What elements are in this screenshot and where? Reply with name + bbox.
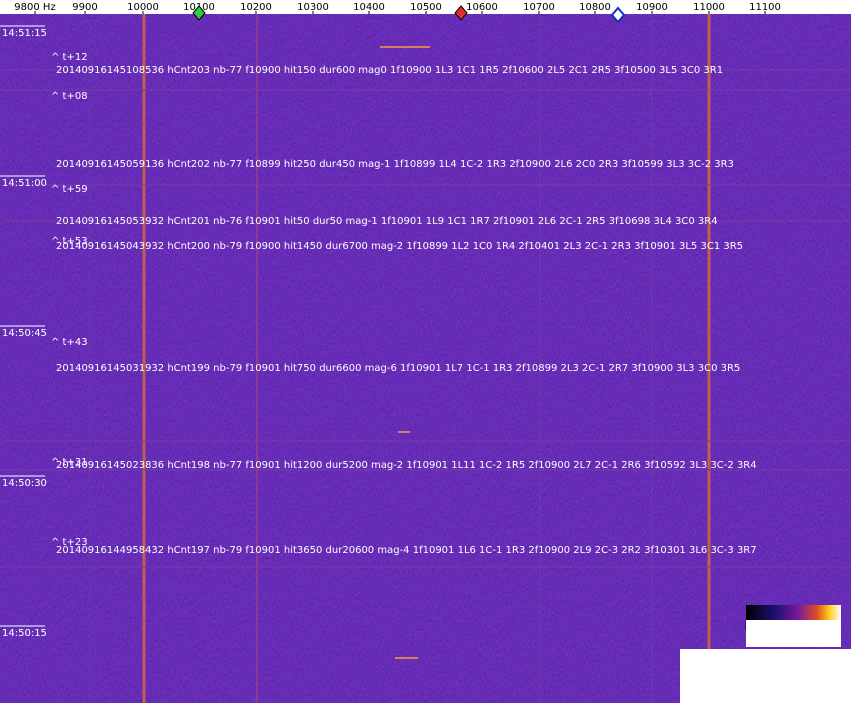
freq-label: 11000 bbox=[693, 2, 725, 13]
freq-label: 10700 bbox=[523, 2, 555, 13]
waterfall-noise bbox=[0, 14, 851, 703]
event-label: 20140916145023836 hCnt198 nb-77 f10901 h… bbox=[56, 460, 757, 471]
time-label: 14:51:15 bbox=[2, 28, 47, 39]
offset-label: ^ t+31 bbox=[51, 457, 88, 468]
event-label: 20140916145031932 hCnt199 nb-79 f10901 h… bbox=[56, 363, 740, 374]
freq-label: 10500 bbox=[410, 2, 442, 13]
event-label: 20140916145059136 hCnt202 nb-77 f10899 h… bbox=[56, 159, 734, 170]
event-label: 20140916145043932 hCnt200 nb-79 f10900 h… bbox=[56, 241, 743, 252]
offset-label: ^ t+23 bbox=[51, 537, 88, 548]
freq-label: 9800 Hz bbox=[14, 2, 55, 13]
freq-label: 10200 bbox=[240, 2, 272, 13]
event-label: 20140916144958432 hCnt197 nb-79 f10901 h… bbox=[56, 545, 757, 556]
offset-label: ^ t+08 bbox=[51, 91, 88, 102]
event-label: 20140916145053932 hCnt201 nb-76 f10901 h… bbox=[56, 216, 718, 227]
time-label: 14:51:00 bbox=[2, 178, 47, 189]
freq-label: 11100 bbox=[749, 2, 781, 13]
offset-label: ^ t+43 bbox=[51, 337, 88, 348]
offset-label: ^ t+53 bbox=[51, 236, 88, 247]
colorbar bbox=[746, 605, 841, 620]
freq-label: 10000 bbox=[127, 2, 159, 13]
colorbar-scale bbox=[746, 620, 841, 647]
freq-label: 10400 bbox=[353, 2, 385, 13]
time-label: 14:50:30 bbox=[2, 478, 47, 489]
marker-blue bbox=[610, 6, 626, 24]
freq-label: 10900 bbox=[636, 2, 668, 13]
freq-label: 10800 bbox=[579, 2, 611, 13]
marker-green bbox=[192, 5, 206, 21]
freq-label: 9900 bbox=[72, 2, 97, 13]
time-label: 14:50:15 bbox=[2, 628, 47, 639]
event-label: 20140916145108536 hCnt203 nb-77 f10900 h… bbox=[56, 65, 723, 76]
info-box bbox=[680, 649, 851, 703]
offset-label: ^ t+12 bbox=[51, 52, 88, 63]
offset-label: ^ t+59 bbox=[51, 184, 88, 195]
marker-red bbox=[454, 5, 468, 21]
freq-axis-bar bbox=[0, 0, 851, 14]
freq-label: 10300 bbox=[297, 2, 329, 13]
time-label: 14:50:45 bbox=[2, 328, 47, 339]
freq-label: 10600 bbox=[466, 2, 498, 13]
